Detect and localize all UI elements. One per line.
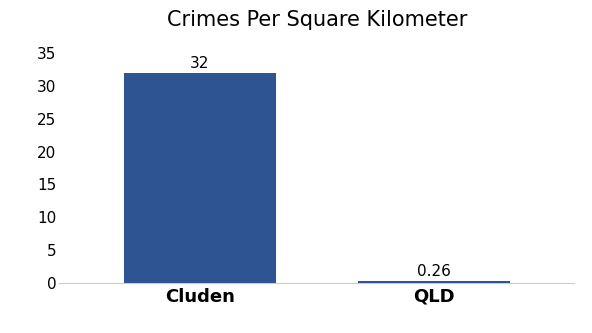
Title: Crimes Per Square Kilometer: Crimes Per Square Kilometer [166,10,467,30]
Bar [124,73,276,283]
Bar [358,281,510,283]
Text: 32: 32 [190,56,210,71]
Text: 0.26: 0.26 [417,264,451,279]
